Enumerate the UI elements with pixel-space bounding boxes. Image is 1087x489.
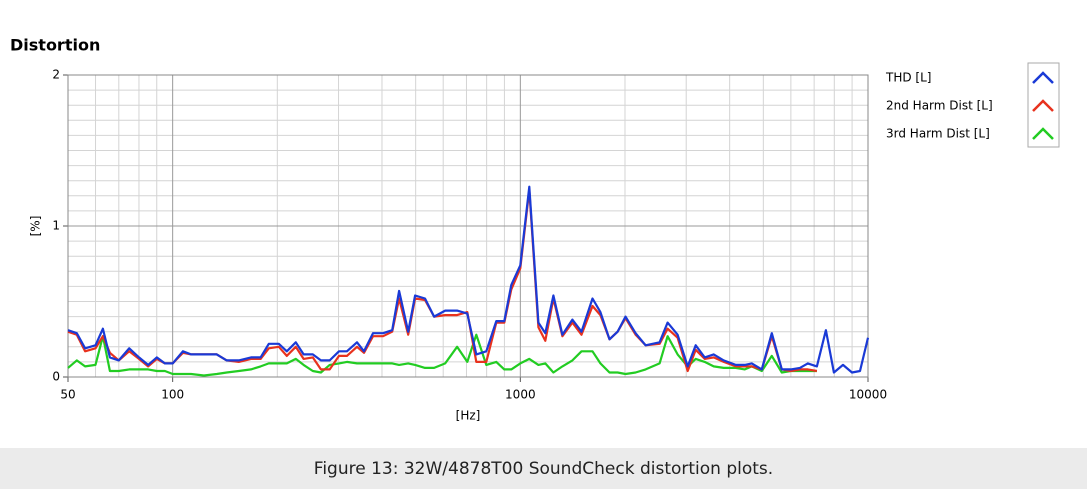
legend-box xyxy=(1027,62,1060,148)
series-line xyxy=(67,185,870,374)
x-tick-label: 10000 xyxy=(849,388,887,402)
legend-label: THD [L] xyxy=(885,71,931,85)
x-axis-label: [Hz] xyxy=(456,409,481,423)
x-tick-label: 1000 xyxy=(505,388,536,402)
x-tick-label: 50 xyxy=(60,388,75,402)
y-tick-label: 1 xyxy=(52,219,60,233)
caption: Figure 13: 32W/4878T00 SoundCheck distor… xyxy=(0,448,1087,489)
chart-title: Distortion xyxy=(10,36,100,55)
y-axis-label: [%] xyxy=(29,216,43,237)
plot-frame xyxy=(67,74,869,378)
legend-label: 2nd Harm Dist [L] xyxy=(886,99,993,113)
legend-swatch xyxy=(1032,99,1054,112)
y-tick-label: 2 xyxy=(52,68,60,82)
legend-label: 3rd Harm Dist [L] xyxy=(886,127,990,141)
y-tick-label: 0 xyxy=(52,370,60,384)
legend-swatch xyxy=(1032,127,1054,140)
legend-swatch xyxy=(1032,71,1054,84)
x-tick-label: 100 xyxy=(161,388,184,402)
chart: Distortion [Hz] [%] 0 1 2 50 100 1000 10000 THD… xyxy=(10,36,1060,423)
